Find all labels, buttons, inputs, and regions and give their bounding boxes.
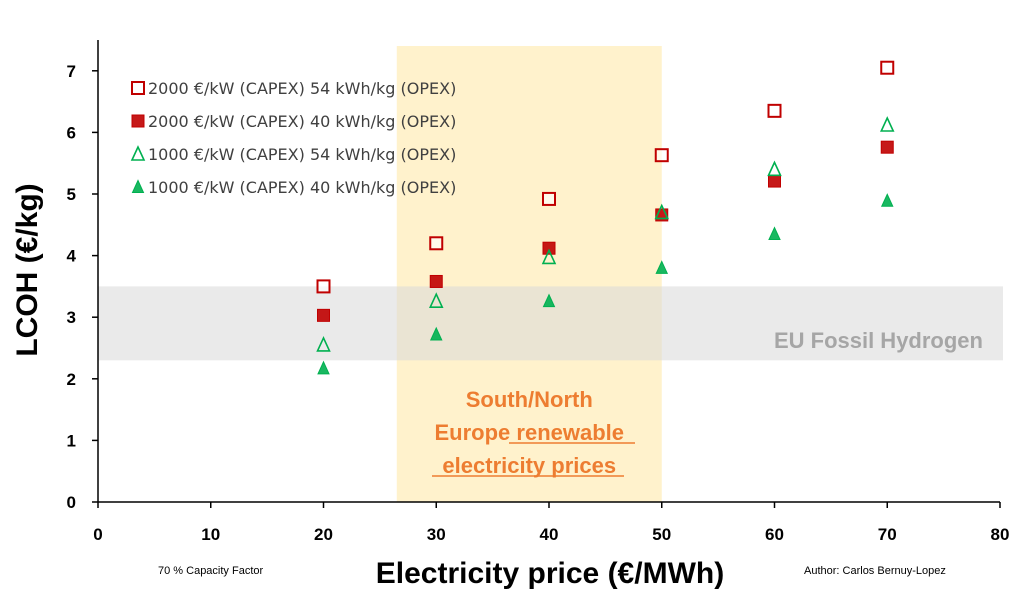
- x-tick-label: 30: [427, 525, 446, 544]
- y-tick-label: 0: [67, 493, 76, 512]
- data-point-series-3: [428, 292, 444, 308]
- data-point-series-2: [880, 140, 894, 154]
- data-point-series-4: [317, 360, 330, 375]
- y-tick-label: 5: [67, 185, 76, 204]
- data-point-series-3: [316, 336, 331, 352]
- data-point-series-1: [542, 191, 556, 206]
- data-point-series-3: [879, 116, 895, 132]
- marks-layer: [316, 60, 895, 375]
- x-tick-label: 60: [765, 525, 784, 544]
- data-point-series-2: [542, 241, 556, 255]
- author-note: Author: Carlos Bernuy-Lopez: [804, 565, 946, 577]
- data-point-series-1: [880, 60, 895, 75]
- data-point-series-1: [654, 148, 669, 163]
- fossil-hydrogen-label: EU Fossil Hydrogen: [774, 328, 983, 353]
- x-axis-title: Electricity price (€/MWh): [376, 557, 724, 590]
- data-point-series-1: [316, 279, 331, 294]
- data-point-series-4: [542, 293, 556, 308]
- x-tick-label: 10: [201, 525, 220, 544]
- data-point-series-4: [880, 193, 894, 207]
- x-tick-label: 0: [93, 525, 102, 544]
- legend-label: 2000 €/kW (CAPEX) 54 kWh/kg (OPEX): [148, 79, 456, 98]
- legend-label: 1000 €/kW (CAPEX) 40 kWh/kg (OPEX): [148, 178, 456, 197]
- bands-layer: EU Fossil Hydrogen South/North Europe rene…: [98, 46, 1003, 502]
- x-tick-label: 40: [540, 525, 559, 544]
- renewable-price-zone: [396, 46, 662, 502]
- data-point-series-2: [768, 174, 781, 188]
- x-tick-label: 50: [652, 525, 671, 544]
- y-axis-title: LCOH (€/kg): [11, 183, 44, 356]
- legend-marker: [131, 81, 145, 95]
- data-point-series-2: [317, 308, 330, 322]
- y-tick-label: 3: [67, 308, 76, 327]
- y-tick-label: 2: [67, 370, 76, 389]
- renewable-zone-label-line: South/North: [466, 387, 593, 412]
- x-tick-label: 70: [878, 525, 897, 544]
- legend: 2000 €/kW (CAPEX) 54 kWh/kg (OPEX) 2000 €…: [130, 79, 456, 197]
- data-point-series-3: [767, 160, 782, 177]
- legend-marker: [131, 179, 145, 193]
- data-point-series-2: [429, 274, 443, 288]
- data-point-series-1: [767, 103, 782, 118]
- y-tick-label: 6: [67, 123, 76, 142]
- data-point-series-1: [429, 236, 444, 251]
- renewable-zone-label-line: electricity prices: [442, 453, 616, 478]
- capacity-factor-note: 70 % Capacity Factor: [158, 565, 263, 577]
- y-tick-label: 1: [67, 431, 76, 450]
- data-point-series-4: [429, 326, 443, 341]
- renewable-zone-label-line: Europe renewable: [435, 420, 625, 445]
- x-tick-label: 20: [314, 525, 333, 544]
- y-tick-label: 4: [67, 247, 77, 266]
- data-point-series-4: [655, 260, 669, 274]
- data-point-series-3: [541, 248, 557, 265]
- x-tick-label: 80: [991, 525, 1010, 544]
- legend-label: 2000 €/kW (CAPEX) 40 kWh/kg (OPEX): [148, 112, 456, 131]
- legend-marker: [131, 114, 145, 128]
- data-point-series-3: [654, 203, 670, 220]
- legend-label: 1000 €/kW (CAPEX) 54 kWh/kg (OPEX): [148, 145, 456, 164]
- data-point-series-4: [768, 226, 781, 241]
- legend-marker: [130, 145, 146, 161]
- y-tick-label: 7: [67, 62, 76, 81]
